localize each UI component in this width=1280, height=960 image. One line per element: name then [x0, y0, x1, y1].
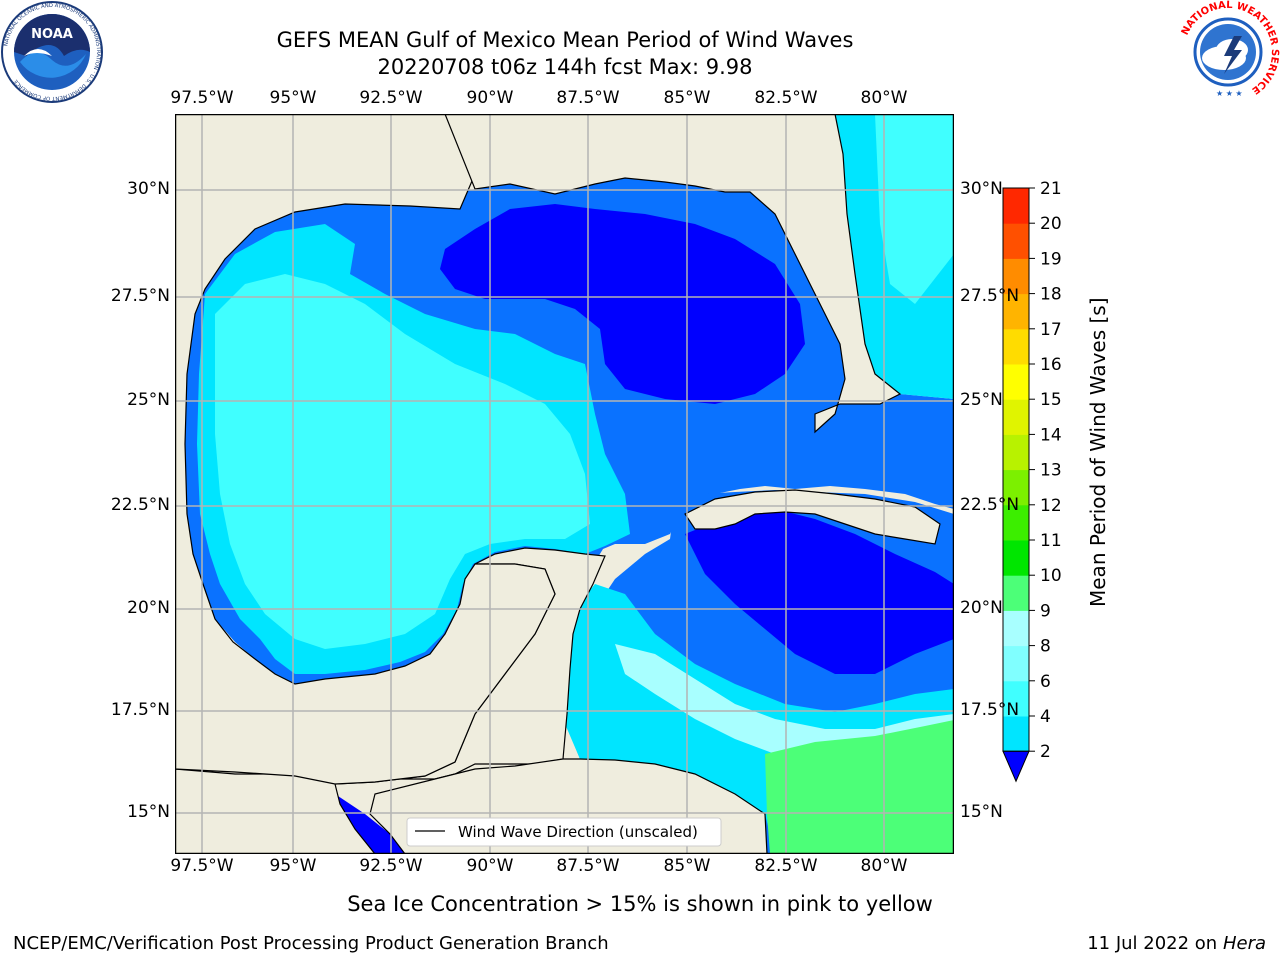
colorbar-segment [1003, 223, 1029, 259]
noaa-logo-text: NOAA [31, 27, 73, 42]
colorbar-segment [1003, 328, 1029, 365]
lon-label-top: 82.5°W [754, 88, 818, 108]
colorbar-tick-label: 6 [1040, 672, 1051, 692]
credit-line: NCEP/EMC/Verification Post Processing Pr… [13, 933, 609, 954]
lon-label-top: 92.5°W [359, 88, 423, 108]
colorbar-tick-label: 2 [1040, 742, 1051, 762]
lat-label-right: 27.5°N [960, 286, 1020, 306]
atlantic-water-region-2 [875, 114, 954, 304]
colorbar-segment [1003, 716, 1029, 752]
colorbar-segment [1003, 469, 1029, 506]
colorbar-label: Mean Period of Wind Waves [s] [1086, 297, 1110, 607]
noaa-logo: NOAA NATIONAL OCEANIC AND ATMOSPHERIC AD… [1, 1, 103, 103]
legend: Wind Wave Direction (unscaled) [406, 817, 722, 847]
colorbar-segment [1003, 575, 1029, 611]
colorbar-tick-label: 16 [1040, 355, 1062, 375]
legend-label: Wind Wave Direction (unscaled) [458, 823, 698, 841]
colorbar-tick-label: 15 [1040, 390, 1062, 410]
lon-label-bottom: 90°W [466, 856, 514, 876]
lon-label-top: 95°W [269, 88, 317, 108]
run-date: 11 Jul 2022 on Hera [1087, 933, 1266, 954]
colorbar-tick-label: 4 [1040, 707, 1051, 727]
lat-label-left: 27.5°N [110, 286, 170, 306]
lat-label-left: 15°N [127, 802, 170, 822]
lat-label-left: 25°N [127, 390, 170, 410]
colorbar-tick-label: 19 [1040, 249, 1062, 269]
sea-ice-note: Sea Ice Concentration > 15% is shown in … [347, 892, 933, 916]
colorbar-segment [1003, 258, 1029, 295]
lat-label-left: 17.5°N [110, 700, 170, 720]
deep-blue-zone-north [440, 204, 805, 404]
lon-label-bottom: 95°W [269, 856, 317, 876]
colorbar-tick-label: 14 [1040, 425, 1062, 445]
colorbar-segment [1003, 188, 1029, 224]
lon-label-bottom: 82.5°W [754, 856, 818, 876]
colorbar-segment [1003, 504, 1029, 541]
lon-label-top: 97.5°W [170, 88, 234, 108]
lat-label-left: 30°N [127, 179, 170, 199]
lat-label-right: 25°N [960, 390, 1003, 410]
colorbar-segment [1003, 610, 1029, 647]
map-title: GEFS MEAN Gulf of Mexico Mean Period of … [276, 28, 854, 52]
colorbar-segment [1003, 293, 1029, 330]
caribbean-light-zone [615, 644, 954, 764]
run-date-text: 11 Jul 2022 on [1087, 933, 1218, 954]
lon-label-top: 85°W [663, 88, 711, 108]
colorbar-tick-label: 13 [1040, 461, 1062, 481]
colorbar-segment [1003, 399, 1029, 435]
graticule [175, 114, 954, 854]
lat-label-right: 30°N [960, 179, 1003, 199]
colorbar-segment [1003, 364, 1029, 400]
wave-period-map: Wind Wave Direction (unscaled) [175, 114, 954, 854]
lon-label-top: 80°W [860, 88, 908, 108]
map-frame [175, 114, 954, 854]
nws-logo: NATIONAL WEATHER SERVICE ★ ★ ★ [1178, 0, 1280, 102]
deep-blue-zone-caribbean [685, 509, 954, 674]
lat-label-right: 17.5°N [960, 700, 1020, 720]
colorbar-tick-label: 10 [1040, 566, 1062, 586]
lat-label-right: 15°N [960, 802, 1003, 822]
lon-label-bottom: 85°W [663, 856, 711, 876]
colorbar-tick-label: 11 [1040, 531, 1062, 551]
lon-label-top: 90°W [466, 88, 514, 108]
colorbar-tick-label: 12 [1040, 496, 1062, 516]
cyan-light-zone [215, 274, 590, 649]
colorbar-tick-label: 17 [1040, 320, 1062, 340]
lon-label-bottom: 80°W [860, 856, 908, 876]
map-subtitle: 20220708 t06z 144h fcst Max: 9.98 [377, 55, 753, 79]
lon-label-bottom: 92.5°W [359, 856, 423, 876]
colorbar-segment [1003, 540, 1029, 576]
colorbar-segment [1003, 680, 1029, 717]
colorbar-tick-label: 8 [1040, 637, 1051, 657]
nws-stars: ★ ★ ★ [1216, 89, 1243, 98]
colorbar-tick-label: 20 [1040, 214, 1062, 234]
colorbar-tick-label: 21 [1040, 180, 1062, 199]
colorbar-extend-triangle [1002, 750, 1030, 783]
land-mexico-west [175, 114, 556, 785]
colorbar-segment [1003, 645, 1029, 682]
lon-label-top: 87.5°W [556, 88, 620, 108]
land-cuba [684, 489, 941, 545]
colorbar-tick-label: 18 [1040, 285, 1062, 305]
lat-label-left: 20°N [127, 598, 170, 618]
lon-label-bottom: 87.5°W [556, 856, 620, 876]
colorbar-segment [1003, 434, 1029, 471]
green-wave-zone [765, 720, 954, 854]
machine-name: Hera [1222, 933, 1266, 954]
lat-label-right: 20°N [960, 598, 1003, 618]
lon-label-bottom: 97.5°W [170, 856, 234, 876]
colorbar: 2 4 6 8 9 10 11 12 13 14 15 16 17 18 19 20 21 [1002, 180, 1062, 783]
colorbar-tick-label: 9 [1040, 601, 1051, 621]
lat-label-left: 22.5°N [110, 495, 170, 515]
lat-label-right: 22.5°N [960, 495, 1020, 515]
